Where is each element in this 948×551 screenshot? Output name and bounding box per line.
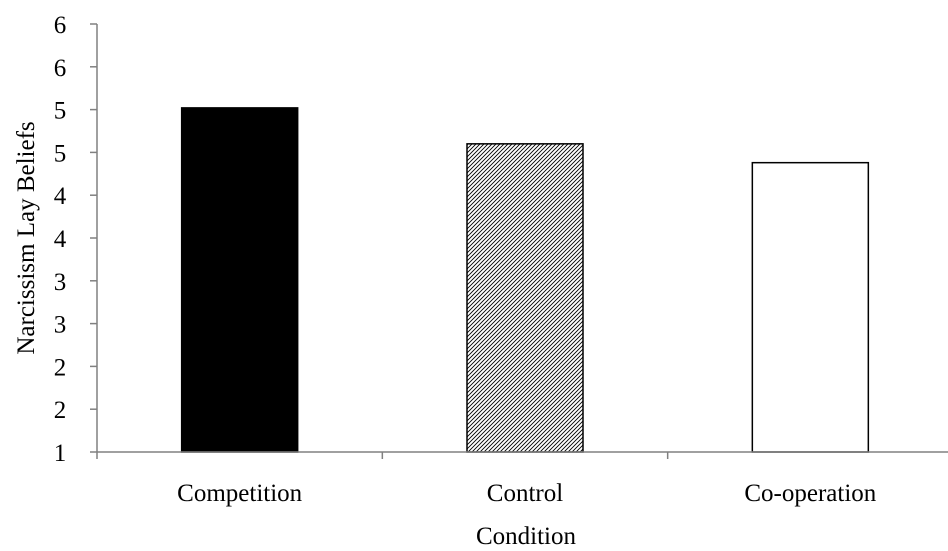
y-tick-label: 3 xyxy=(54,269,67,296)
x-category-label: Control xyxy=(487,480,563,507)
y-axis-title: Narcissism Lay Beliefs xyxy=(13,121,40,354)
y-tick-label: 6 xyxy=(54,55,67,82)
y-tick-label: 5 xyxy=(54,140,67,167)
bar-co-operation xyxy=(751,161,870,453)
x-category-label: Competition xyxy=(177,480,303,507)
y-tick-label: 2 xyxy=(54,397,67,424)
y-tick-label: 4 xyxy=(54,226,67,253)
plot-area: 1 2 2 3 3 4 4 5 5 6 6 Competition Control Co-operati… xyxy=(54,12,948,507)
x-category-label: Co-operation xyxy=(744,480,876,507)
y-tick-label: 6 xyxy=(54,12,67,39)
x-axis-title: Condition xyxy=(476,523,577,550)
y-tick-label: 2 xyxy=(54,354,67,381)
y-tick-label: 5 xyxy=(54,98,67,125)
bar-control xyxy=(466,143,584,453)
x-axis-ticks: Competition Control Co-operation xyxy=(96,452,877,507)
y-tick-label: 3 xyxy=(54,312,67,339)
y-axis-ticks: 1 2 2 3 3 4 4 5 5 6 6 xyxy=(54,12,97,467)
y-tick-label: 4 xyxy=(54,183,67,210)
bars xyxy=(180,107,870,453)
bar-competition xyxy=(180,107,299,453)
y-tick-label: 1 xyxy=(54,440,67,467)
